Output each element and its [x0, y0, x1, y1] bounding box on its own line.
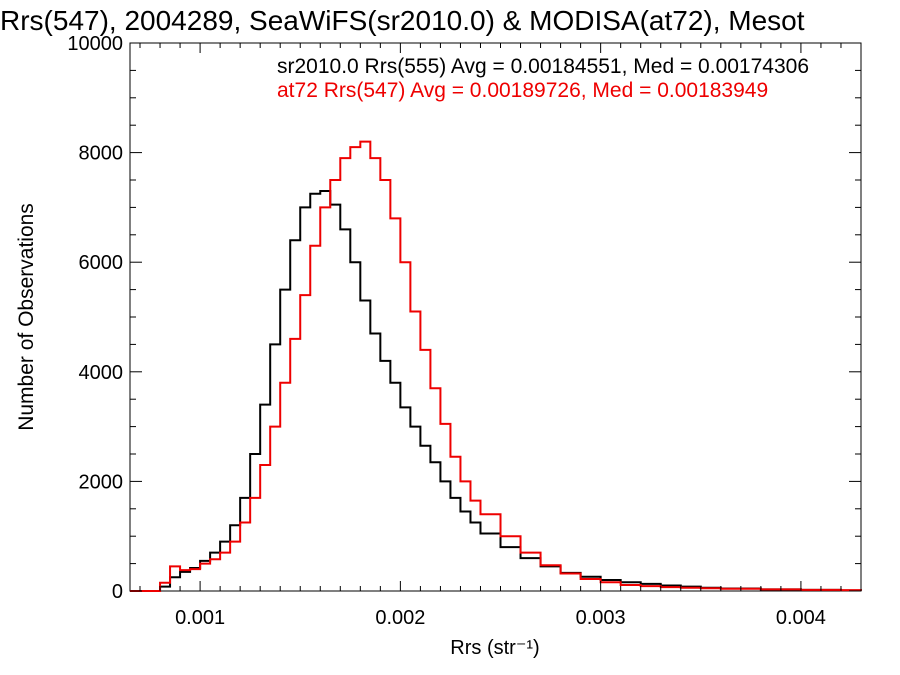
- chart-title: Rrs(547), 2004289, SeaWiFS(sr2010.0) & M…: [0, 5, 805, 36]
- x-tick-label: 0.004: [776, 607, 826, 629]
- series-layer: [130, 140, 862, 592]
- x-tick-label: 0.003: [576, 607, 626, 629]
- y-tick-label: 2000: [79, 471, 124, 493]
- annotation-black: sr2010.0 Rrs(555) Avg = 0.00184551, Med …: [277, 55, 809, 78]
- x-axis-label: Rrs (str⁻¹): [450, 637, 539, 659]
- x-tick-label: 0.002: [375, 607, 425, 629]
- y-tick-label: 10000: [67, 33, 123, 55]
- y-tick-label: 6000: [79, 252, 124, 274]
- x-axis-ticks: 0.001 0.002 0.003 0.004: [139, 43, 862, 629]
- y-tick-label: 8000: [79, 143, 124, 165]
- y-axis-ticks: 0 2000 4000 6000 8000 10000: [67, 33, 861, 603]
- x-tick-label: 0.001: [175, 607, 225, 629]
- y-axis-label: Number of Observations: [15, 203, 38, 431]
- y-tick-label: 4000: [79, 362, 124, 384]
- y-tick-label: 0: [112, 581, 123, 603]
- annotation-red: at72 Rrs(547) Avg = 0.00189726, Med = 0.…: [277, 79, 768, 102]
- series-line-0: [130, 189, 862, 592]
- series-line-1: [130, 140, 862, 592]
